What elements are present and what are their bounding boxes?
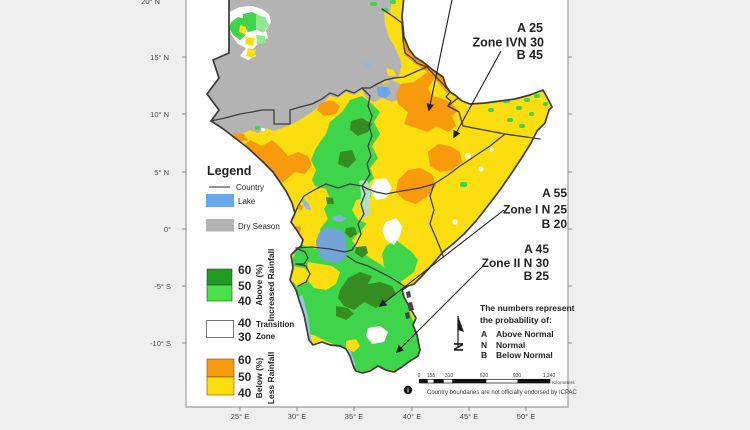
- svg-text:30° E: 30° E: [288, 412, 306, 421]
- svg-text:25° E: 25° E: [231, 412, 249, 421]
- svg-text:620: 620: [480, 373, 489, 379]
- svg-text:5° N: 5° N: [154, 168, 169, 177]
- svg-text:Kilometers: Kilometers: [552, 380, 575, 386]
- svg-text:A 25: A 25: [517, 21, 543, 35]
- svg-text:A 55: A 55: [542, 186, 567, 200]
- svg-text:Increased Rainfall: Increased Rainfall: [266, 249, 276, 322]
- svg-text:Zone I N 25: Zone I N 25: [503, 203, 567, 217]
- svg-text:50: 50: [238, 279, 252, 293]
- svg-text:Legend: Legend: [207, 164, 251, 178]
- svg-text:i: i: [407, 388, 409, 395]
- svg-text:B 25: B 25: [524, 269, 550, 283]
- svg-text:B 45: B 45: [517, 48, 543, 62]
- svg-text:A: A: [481, 329, 487, 339]
- svg-text:A 45: A 45: [524, 242, 549, 256]
- svg-text:30: 30: [238, 330, 252, 344]
- svg-text:930: 930: [513, 373, 522, 379]
- svg-text:Zone: Zone: [256, 332, 276, 341]
- svg-text:N: N: [481, 340, 487, 350]
- svg-text:-5° S: -5° S: [154, 282, 171, 291]
- svg-text:0°: 0°: [164, 225, 171, 234]
- svg-text:35° E: 35° E: [345, 412, 363, 421]
- svg-text:Country: Country: [236, 183, 264, 192]
- svg-text:N: N: [451, 342, 466, 351]
- svg-text:1,240: 1,240: [543, 373, 556, 379]
- svg-text:The numbers represent: The numbers represent: [480, 303, 575, 313]
- svg-text:Below Normal: Below Normal: [496, 350, 553, 360]
- svg-text:Transition: Transition: [256, 320, 294, 329]
- svg-text:50° E: 50° E: [517, 412, 535, 421]
- svg-text:B 20: B 20: [542, 217, 568, 231]
- svg-text:0: 0: [418, 373, 421, 379]
- svg-text:15° N: 15° N: [150, 53, 169, 62]
- svg-text:Zone II N 30: Zone II N 30: [482, 256, 550, 270]
- svg-text:Country boundaries are not off: Country boundaries are not officially en…: [427, 390, 578, 396]
- svg-text:B: B: [481, 350, 487, 360]
- svg-text:60: 60: [238, 353, 252, 367]
- svg-text:the probability of:: the probability of:: [480, 315, 552, 325]
- svg-text:40: 40: [238, 316, 252, 330]
- svg-text:45° E: 45° E: [460, 412, 478, 421]
- svg-text:Lake: Lake: [238, 197, 256, 206]
- svg-text:20° N: 20° N: [141, 0, 160, 6]
- svg-text:Below (%): Below (%): [254, 358, 264, 399]
- svg-text:Above Normal: Above Normal: [496, 329, 554, 339]
- svg-text:40: 40: [238, 386, 252, 400]
- svg-text:50: 50: [238, 370, 252, 384]
- svg-text:-10° S: -10° S: [150, 339, 171, 348]
- svg-text:Above (%): Above (%): [254, 264, 264, 306]
- svg-text:Dry Season: Dry Season: [238, 222, 280, 231]
- svg-text:Less Rainfall: Less Rainfall: [266, 352, 276, 404]
- svg-text:155: 155: [427, 373, 436, 379]
- svg-text:40: 40: [238, 294, 252, 308]
- svg-text:10° N: 10° N: [150, 110, 169, 119]
- svg-text:Zone IVN 30: Zone IVN 30: [472, 36, 544, 50]
- svg-text:310: 310: [445, 373, 454, 379]
- svg-text:40° E: 40° E: [403, 412, 421, 421]
- svg-text:Normal: Normal: [496, 340, 525, 350]
- svg-text:60: 60: [238, 263, 252, 277]
